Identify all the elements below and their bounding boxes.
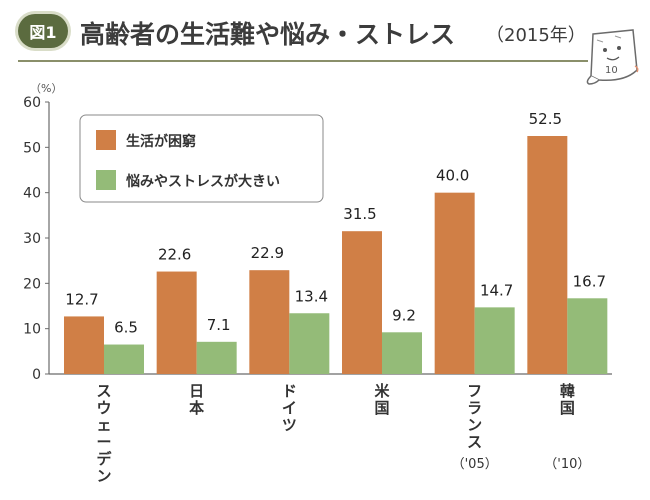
category-label-char: ー (96, 433, 111, 451)
category-label-char: ウ (96, 399, 111, 417)
page-title: 高齢者の生活難や悩み・ストレス (80, 20, 456, 49)
category-label-char: ン (467, 416, 482, 434)
category-label-char: イ (282, 399, 297, 417)
bar-hardship (342, 231, 382, 374)
legend-swatch (96, 170, 116, 190)
category-label-char: フ (467, 382, 482, 400)
bar-hardship (249, 270, 290, 374)
legend-label: 悩みやストレスが大きい (126, 173, 280, 190)
legend-box (79, 114, 324, 203)
y-tick-label: 30 (23, 231, 41, 247)
data-label: 7.1 (207, 316, 231, 334)
y-tick-label: 60 (23, 95, 41, 111)
bar-stress (567, 298, 608, 374)
category-label-char: デ (96, 450, 112, 468)
data-label: 22.6 (158, 246, 191, 264)
y-tick-label: 20 (23, 276, 41, 292)
legend-label: 生活が困窮 (126, 133, 196, 150)
bar-stress (289, 313, 330, 374)
category-note: （'05） (452, 457, 498, 472)
category-label-char: 本 (189, 399, 204, 417)
category-label-char: ン (96, 467, 111, 485)
category-label-char: ェ (96, 416, 111, 434)
category-label-char: 米 (374, 382, 390, 400)
data-label: 6.5 (114, 319, 138, 337)
mascot-scribble: 10 (605, 65, 618, 76)
y-axis: 0 10 20 30 40 50 60 (23, 95, 612, 383)
data-label: 31.5 (343, 205, 376, 223)
y-tick-label: 10 (23, 322, 41, 338)
bar-hardship (64, 316, 104, 374)
bar-hardship (527, 136, 568, 374)
data-label: 9.2 (392, 306, 416, 324)
data-label: 14.7 (480, 281, 513, 299)
category-label-char: 韓 (560, 382, 575, 400)
bar-stress (474, 307, 515, 374)
category-label-char: ス (467, 433, 482, 451)
category-label-char: ド (282, 382, 297, 400)
category-label-char: ツ (282, 416, 297, 434)
category-label-char: ラ (467, 399, 482, 417)
data-label: 13.4 (295, 287, 328, 305)
y-tick-label: 40 (23, 186, 41, 202)
bar-stress (382, 332, 422, 374)
bar-hardship (156, 271, 197, 374)
legend-swatch (96, 130, 116, 150)
category-label-char: 国 (374, 399, 389, 417)
data-label: 52.5 (529, 110, 562, 128)
data-label: 12.7 (65, 290, 98, 308)
bar-stress (104, 344, 144, 374)
bar-hardship (434, 192, 475, 374)
category-label-char: 日 (189, 382, 204, 400)
figure-badge: 図1 (18, 14, 68, 48)
data-label: 16.7 (573, 272, 606, 290)
category-note: （'10） (544, 457, 590, 472)
category-label-char: ス (96, 382, 111, 400)
header: 図1 高齢者の生活難や悩み・ストレス （2015年） 10 (0, 0, 650, 85)
y-tick-label: 50 (23, 140, 41, 156)
paper-mascot-icon: 10 (586, 29, 639, 85)
data-label: 22.9 (251, 244, 284, 262)
y-tick-label: 0 (32, 367, 41, 383)
data-label: 40.0 (436, 167, 469, 185)
category-label-char: 国 (560, 399, 575, 417)
bars: 12.7 6.5 22.6 7.1 22.9 13.4 31.5 9.2 40.0 14.7 52.… (64, 110, 608, 374)
title-year: （2015年） (486, 25, 586, 46)
unit-label: （%） (30, 82, 62, 95)
title-rule (18, 60, 588, 62)
bar-stress (196, 341, 237, 374)
